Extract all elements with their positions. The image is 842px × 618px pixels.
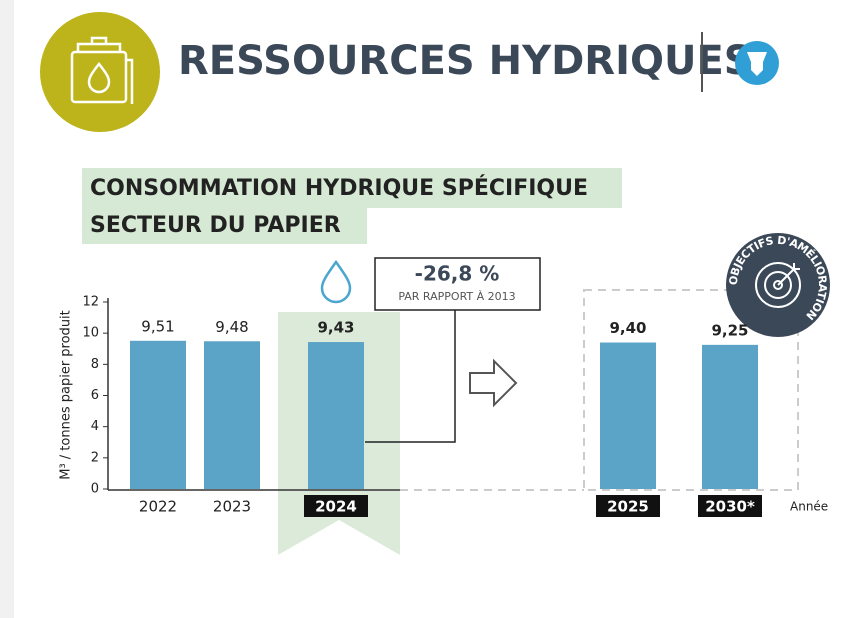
header-circle [40, 12, 160, 132]
annotation-box [374, 257, 541, 311]
x-tick-label: 2022 [139, 498, 177, 516]
annotation-text: PAR RAPPORT À 2013 [398, 290, 515, 303]
left-edge [0, 0, 14, 618]
x-label-box [596, 495, 660, 517]
value-label: 9,25 [711, 321, 748, 339]
subtitle: CONSOMMATION HYDRIQUE SPÉCIFIQUE [90, 175, 588, 201]
connector [365, 310, 456, 443]
y-tick-label: 0 [91, 482, 99, 497]
y-tick-label: 2 [91, 450, 99, 465]
x-tick-label: 2023 [213, 498, 251, 516]
y-tick-label: 8 [91, 357, 99, 372]
target-icon [755, 262, 801, 308]
drop-icon [320, 259, 352, 304]
bar [204, 341, 260, 489]
y-tick-label: 4 [91, 419, 99, 434]
objective-box [583, 289, 799, 491]
subtitle-box [82, 208, 367, 244]
bar [702, 344, 758, 489]
subtitle: SECTEUR DU PAPIER [90, 213, 341, 238]
x-label-box [304, 495, 368, 517]
x-tick-label: 2030* [705, 498, 755, 516]
value-label: 9,43 [317, 319, 354, 337]
x-axis-label: Année [790, 500, 828, 514]
subtitle-box [82, 168, 622, 208]
bar [130, 340, 186, 489]
y-tick-label: 12 [82, 295, 99, 310]
annotation-value: -26,8 % [415, 262, 500, 286]
x-tick-label: 2025 [607, 498, 649, 516]
x-label-box [698, 495, 762, 517]
tank-icon [70, 36, 134, 104]
value-label: 9,48 [215, 318, 248, 336]
y-tick-label: 10 [82, 326, 99, 341]
bar [308, 342, 364, 489]
y-axis-label: M³ / tonnes papier produit [59, 310, 74, 480]
title: RESSOURCES HYDRIQUES [178, 38, 753, 84]
value-label: 9,51 [141, 317, 174, 335]
arrow [469, 358, 518, 408]
info-glyph [747, 52, 767, 76]
y-tick-label: 6 [91, 388, 99, 403]
x-tick-label: 2024 [315, 498, 357, 516]
value-label: 9,40 [609, 319, 646, 337]
bar [600, 342, 656, 489]
